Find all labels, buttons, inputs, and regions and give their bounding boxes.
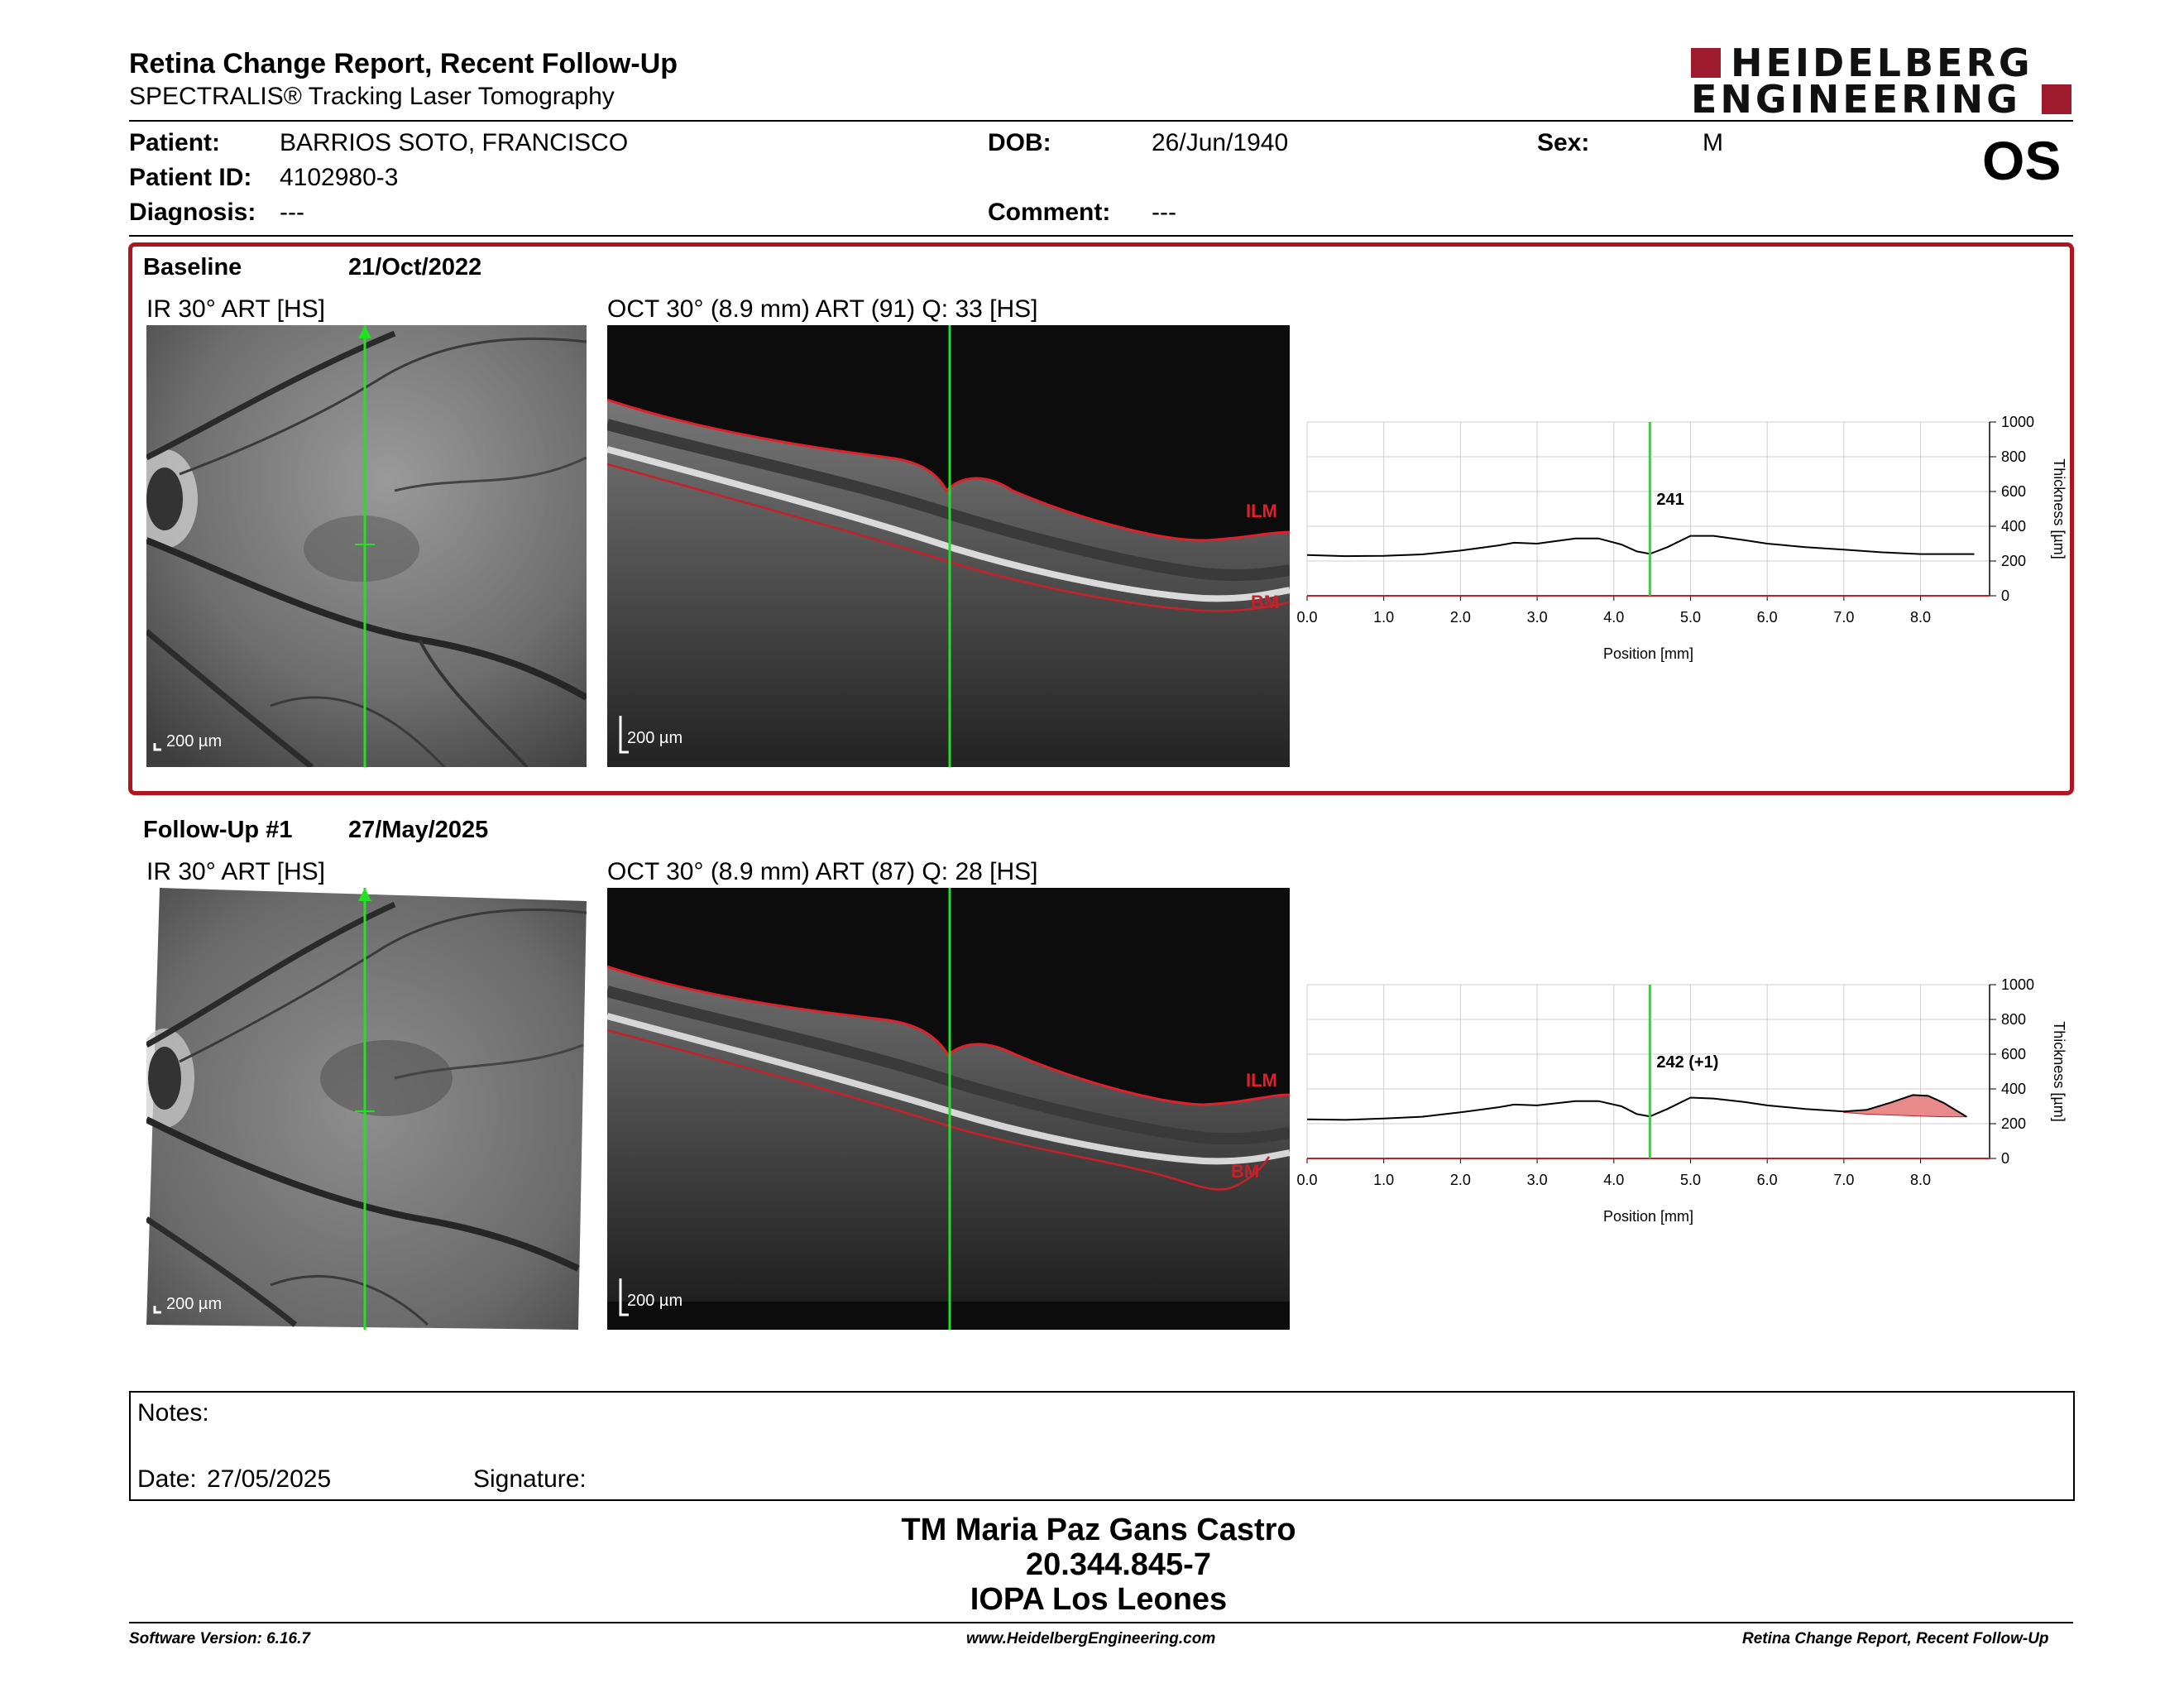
diagnosis-label: Diagnosis:	[129, 199, 256, 227]
followup-chart-x-tick-label: 4.0	[1603, 1172, 1624, 1188]
signer-id: 20.344.845-7	[788, 1547, 1449, 1583]
header-divider	[129, 120, 2073, 122]
baseline-chart-x-tick-label: 5.0	[1680, 609, 1701, 626]
followup-ir-scale: 200 µm	[166, 1295, 222, 1314]
followup-chart-y-tick-label: 0	[2001, 1150, 2009, 1167]
followup-chart-x-tick-label: 5.0	[1680, 1172, 1701, 1188]
followup-ir-fundus-image: 200 µm	[146, 888, 587, 1330]
report-title: Retina Change Report, Recent Follow-Up	[129, 48, 678, 80]
followup-chart-x-tick-label: 8.0	[1910, 1172, 1931, 1188]
followup-oct-bscan: ILM BM 200 µm	[607, 888, 1290, 1330]
eye-indicator: OS	[1982, 129, 2061, 192]
followup-chart-thickness-line	[1307, 1095, 1966, 1120]
signer-name: TM Maria Paz Gans Castro	[768, 1513, 1430, 1548]
footer-divider	[129, 1622, 2073, 1623]
baseline-chart-x-tick-label: 2.0	[1450, 609, 1471, 626]
baseline-chart-x-tick-label: 1.0	[1373, 609, 1394, 626]
followup-thickness-chart: 0.0 1.0 2.0 3.0 4.0 5.0 6.0 7.0 8.0 0 200 400 600 800…	[1291, 968, 2085, 1241]
patient-label: Patient:	[129, 129, 220, 157]
followup-ilm-label: ILM	[1246, 1070, 1277, 1091]
notes-date: 27/05/2025	[207, 1465, 331, 1494]
comment-label: Comment:	[988, 199, 1110, 227]
baseline-chart-x-axis-label: Position [mm]	[1603, 645, 1693, 662]
diagnosis-value: ---	[280, 199, 304, 227]
notes-label: Notes:	[137, 1399, 209, 1427]
baseline-chart-y-tick-label: 600	[2001, 483, 2026, 500]
baseline-chart-x-tick-label: 3.0	[1527, 609, 1548, 626]
baseline-ir-caption: IR 30° ART [HS]	[146, 295, 325, 324]
patient-id: 4102980-3	[280, 164, 398, 192]
followup-chart-x-axis-label: Position [mm]	[1603, 1208, 1693, 1225]
dob-label: DOB:	[988, 129, 1051, 157]
baseline-oct-caption: OCT 30° (8.9 mm) ART (91) Q: 33 [HS]	[607, 295, 1038, 324]
followup-bm-label: BM	[1231, 1161, 1259, 1182]
baseline-bm-label: BM	[1251, 592, 1279, 612]
followup-chart-x-tick-label: 0.0	[1296, 1172, 1317, 1188]
followup-oct-scale: 200 µm	[627, 1292, 682, 1311]
followup-chart-x-tick-label: 1.0	[1373, 1172, 1394, 1188]
followup-date: 27/May/2025	[348, 817, 488, 844]
followup-label: Follow-Up #1	[143, 817, 292, 844]
baseline-date: 21/Oct/2022	[348, 254, 481, 281]
baseline-chart-y-tick-label: 400	[2001, 518, 2026, 535]
followup-chart-y-axis-label: Thickness [µm]	[2051, 1021, 2067, 1121]
dob-value: 26/Jun/1940	[1152, 129, 1288, 157]
notes-box: Notes: Date: 27/05/2025 Signature:	[129, 1391, 2075, 1501]
footer-report-name: Retina Change Report, Recent Follow-Up	[1742, 1630, 2049, 1648]
baseline-oct-scale: 200 µm	[627, 729, 682, 748]
baseline-thickness-chart: 0.0 1.0 2.0 3.0 4.0 5.0 6.0 7.0 8.0 0 200 400 600 800…	[1291, 405, 2085, 679]
sex-label: Sex:	[1537, 129, 1589, 157]
followup-chart-x-tick-label: 3.0	[1527, 1172, 1548, 1188]
baseline-chart-y-tick-label: 0	[2001, 587, 2009, 604]
baseline-chart-x-tick-label: 0.0	[1296, 609, 1317, 626]
baseline-ir-scale: 200 µm	[166, 732, 222, 751]
comment-value: ---	[1152, 199, 1176, 227]
baseline-chart-y-tick-label: 1000	[2001, 414, 2034, 430]
baseline-chart-y-tick-label: 800	[2001, 448, 2026, 465]
baseline-chart-y-axis-label: Thickness [µm]	[2051, 458, 2067, 559]
followup-chart-y-tick-label: 200	[2001, 1115, 2026, 1132]
followup-oct-caption: OCT 30° (8.9 mm) ART (87) Q: 28 [HS]	[607, 858, 1038, 886]
baseline-chart-y-tick-label: 200	[2001, 553, 2026, 569]
website-link[interactable]: www.HeidelbergEngineering.com	[966, 1630, 1215, 1648]
baseline-ir-fundus-image: 200 µm	[146, 325, 587, 767]
baseline-chart-x-tick-label: 7.0	[1833, 609, 1854, 626]
baseline-ilm-label: ILM	[1246, 501, 1277, 521]
followup-ir-caption: IR 30° ART [HS]	[146, 858, 325, 886]
followup-chart-y-tick-label: 800	[2001, 1011, 2026, 1028]
baseline-chart-x-tick-label: 6.0	[1757, 609, 1778, 626]
followup-chart-x-tick-label: 6.0	[1757, 1172, 1778, 1188]
baseline-oct-bscan: ILM BM 200 µm	[607, 325, 1290, 767]
followup-chart-cursor-value: 242 (+1)	[1656, 1053, 1718, 1072]
patient-id-label: Patient ID:	[129, 164, 251, 192]
baseline-chart-thickness-line	[1307, 536, 1975, 557]
baseline-chart-x-tick-label: 8.0	[1910, 609, 1931, 626]
patient-divider	[129, 235, 2073, 237]
followup-chart-y-tick-label: 1000	[2001, 976, 2034, 993]
baseline-chart-x-tick-label: 4.0	[1603, 609, 1624, 626]
followup-chart-y-tick-label: 400	[2001, 1081, 2026, 1097]
baseline-label: Baseline	[143, 254, 242, 281]
patient-name: BARRIOS SOTO, FRANCISCO	[280, 129, 628, 157]
baseline-chart-cursor-value: 241	[1656, 491, 1684, 509]
report-subtitle: SPECTRALIS® Tracking Laser Tomography	[129, 83, 615, 111]
followup-chart-x-tick-label: 7.0	[1833, 1172, 1854, 1188]
signature-label: Signature:	[473, 1465, 587, 1494]
signer-institution: IOPA Los Leones	[768, 1582, 1430, 1618]
sex-value: M	[1703, 129, 1723, 157]
software-version: Software Version: 6.16.7	[129, 1630, 310, 1648]
followup-chart-y-tick-label: 600	[2001, 1046, 2026, 1062]
followup-chart-x-tick-label: 2.0	[1450, 1172, 1471, 1188]
notes-date-label: Date:	[137, 1465, 197, 1494]
